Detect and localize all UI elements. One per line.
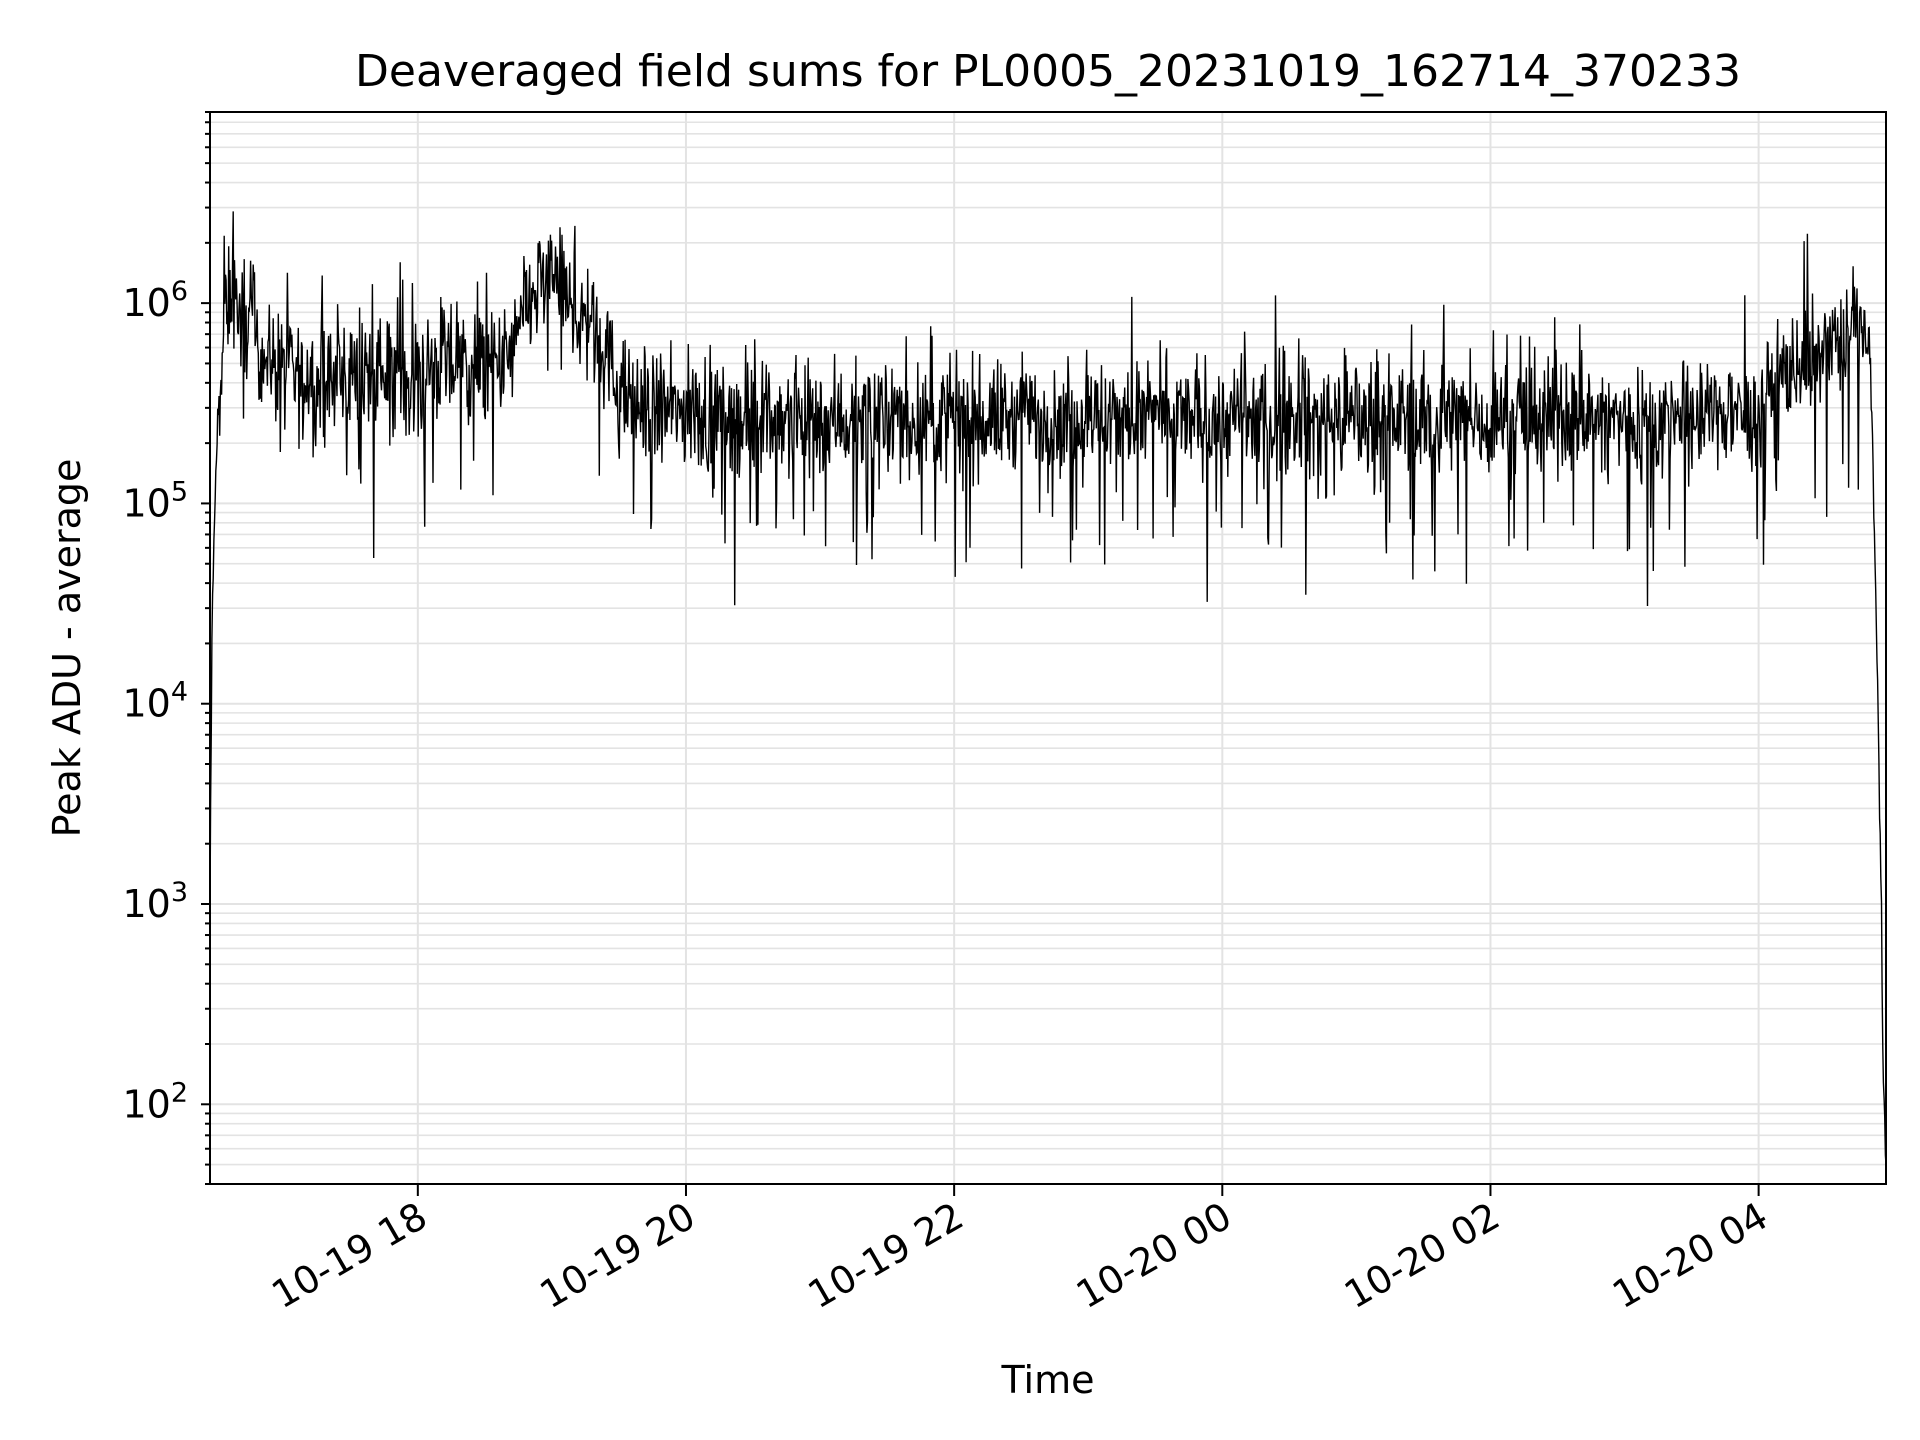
- x-tick-label: 10-20 00: [1069, 1194, 1239, 1318]
- x-axis: 10-19 18 10-19 20 10-19 22 10-20 00 10-20 02…: [264, 1184, 1775, 1317]
- y-axis-label: Peak ADU - average: [45, 459, 89, 838]
- y-tick-label: 106: [122, 276, 188, 325]
- y-tick-base: 10: [122, 481, 170, 525]
- plot-background: [210, 112, 1886, 1184]
- y-tick-base: 10: [122, 281, 170, 325]
- y-tick-base: 10: [122, 682, 170, 726]
- y-tick-exponent: 4: [171, 677, 188, 708]
- y-tick-exponent: 5: [171, 476, 188, 507]
- x-axis-label: Time: [1001, 1358, 1095, 1402]
- y-tick-label: 104: [122, 677, 188, 726]
- y-tick-exponent: 3: [171, 877, 188, 908]
- y-tick-base: 10: [122, 882, 170, 926]
- x-tick-label: 10-19 20: [533, 1194, 703, 1318]
- y-tick-exponent: 2: [171, 1077, 188, 1108]
- x-tick-label: 10-20 04: [1605, 1194, 1775, 1318]
- y-tick-label: 105: [122, 476, 188, 525]
- y-tick-exponent: 6: [171, 276, 188, 307]
- y-tick-label: 103: [122, 877, 188, 926]
- grid: [210, 111, 1886, 1185]
- series-line: [210, 211, 1886, 1165]
- x-tick-label: 10-19 18: [264, 1194, 434, 1318]
- plot-frame: [209, 111, 1887, 1185]
- x-tick-label: 10-20 02: [1337, 1194, 1507, 1318]
- y-tick-base: 10: [122, 1082, 170, 1126]
- chart-title: Deaveraged field sums for PL0005_2023101…: [355, 46, 1741, 97]
- y-tick-label: 102: [122, 1077, 188, 1126]
- x-tick-label: 10-19 22: [801, 1194, 971, 1318]
- series-layer: [210, 211, 1886, 1165]
